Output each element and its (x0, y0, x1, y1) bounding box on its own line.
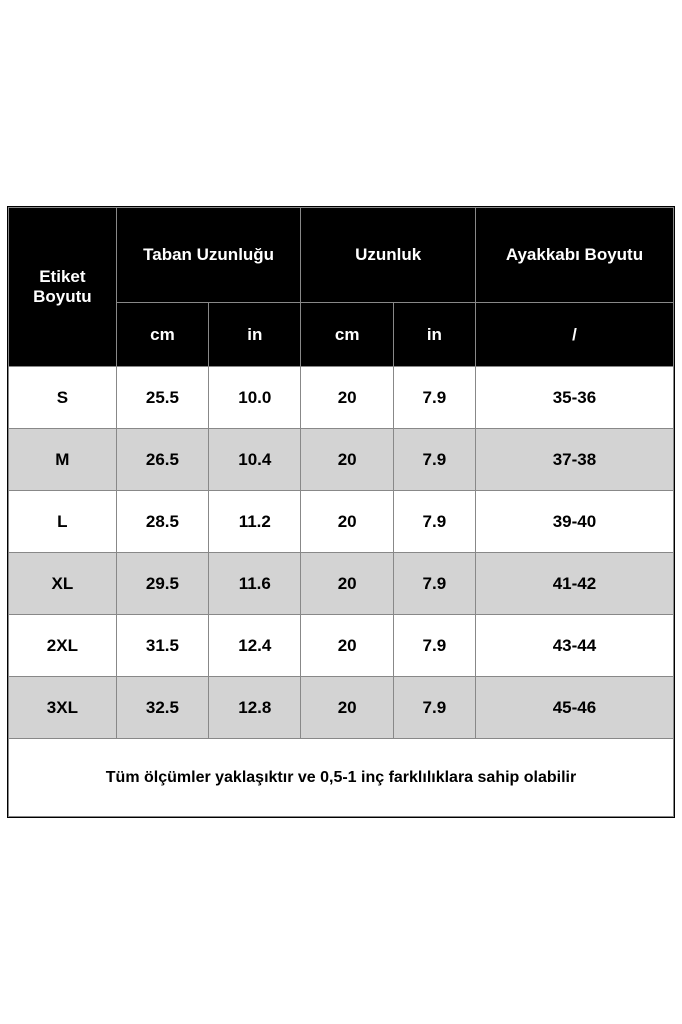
cell-taban-cm: 28.5 (116, 491, 208, 553)
cell-taban-cm: 26.5 (116, 429, 208, 491)
table-row: S 25.5 10.0 20 7.9 35-36 (9, 367, 674, 429)
cell-uzun-cm: 20 (301, 553, 393, 615)
header-row-1: Etiket Boyutu Taban Uzunluğu Uzunluk Aya… (9, 208, 674, 303)
cell-uzun-in: 7.9 (393, 491, 475, 553)
cell-size: S (9, 367, 117, 429)
header-cm-2: cm (301, 303, 393, 367)
header-in-1: in (209, 303, 301, 367)
size-table: Etiket Boyutu Taban Uzunluğu Uzunluk Aya… (8, 207, 674, 817)
cell-ayakkabi: 37-38 (475, 429, 673, 491)
size-table-body: S 25.5 10.0 20 7.9 35-36 M 26.5 10.4 20 … (9, 367, 674, 817)
cell-size: L (9, 491, 117, 553)
header-taban: Taban Uzunluğu (116, 208, 301, 303)
cell-ayakkabi: 39-40 (475, 491, 673, 553)
cell-size: 3XL (9, 677, 117, 739)
cell-ayakkabi: 45-46 (475, 677, 673, 739)
cell-taban-in: 11.2 (209, 491, 301, 553)
header-etiket: Etiket Boyutu (9, 208, 117, 367)
cell-taban-cm: 31.5 (116, 615, 208, 677)
table-row: XL 29.5 11.6 20 7.9 41-42 (9, 553, 674, 615)
table-row: 2XL 31.5 12.4 20 7.9 43-44 (9, 615, 674, 677)
cell-uzun-cm: 20 (301, 677, 393, 739)
footer-note: Tüm ölçümler yaklaşıktır ve 0,5-1 inç fa… (9, 739, 674, 817)
cell-ayakkabi: 41-42 (475, 553, 673, 615)
header-in-2: in (393, 303, 475, 367)
cell-uzun-in: 7.9 (393, 553, 475, 615)
size-table-container: Etiket Boyutu Taban Uzunluğu Uzunluk Aya… (7, 206, 675, 818)
header-ayakkabi: Ayakkabı Boyutu (475, 208, 673, 303)
cell-uzun-in: 7.9 (393, 429, 475, 491)
cell-uzun-in: 7.9 (393, 677, 475, 739)
table-row: L 28.5 11.2 20 7.9 39-40 (9, 491, 674, 553)
cell-uzun-cm: 20 (301, 429, 393, 491)
cell-uzun-cm: 20 (301, 367, 393, 429)
cell-size: 2XL (9, 615, 117, 677)
table-row: M 26.5 10.4 20 7.9 37-38 (9, 429, 674, 491)
cell-taban-in: 11.6 (209, 553, 301, 615)
cell-uzun-in: 7.9 (393, 615, 475, 677)
cell-taban-in: 12.4 (209, 615, 301, 677)
header-slash: / (475, 303, 673, 367)
table-row: 3XL 32.5 12.8 20 7.9 45-46 (9, 677, 674, 739)
cell-ayakkabi: 43-44 (475, 615, 673, 677)
cell-size: XL (9, 553, 117, 615)
cell-size: M (9, 429, 117, 491)
cell-taban-in: 10.4 (209, 429, 301, 491)
header-cm-1: cm (116, 303, 208, 367)
cell-taban-cm: 25.5 (116, 367, 208, 429)
cell-uzun-cm: 20 (301, 615, 393, 677)
cell-taban-cm: 32.5 (116, 677, 208, 739)
cell-taban-in: 10.0 (209, 367, 301, 429)
cell-ayakkabi: 35-36 (475, 367, 673, 429)
header-uzunluk: Uzunluk (301, 208, 475, 303)
cell-taban-in: 12.8 (209, 677, 301, 739)
cell-uzun-cm: 20 (301, 491, 393, 553)
cell-taban-cm: 29.5 (116, 553, 208, 615)
cell-uzun-in: 7.9 (393, 367, 475, 429)
footer-row: Tüm ölçümler yaklaşıktır ve 0,5-1 inç fa… (9, 739, 674, 817)
